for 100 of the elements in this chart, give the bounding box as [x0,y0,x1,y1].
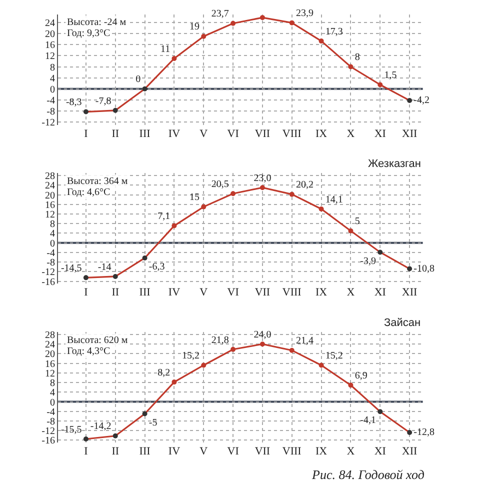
point [83,109,88,114]
point [378,82,383,88]
point [230,20,236,26]
y-tick-label: 24 [45,340,55,351]
point [230,346,236,352]
point [201,34,206,39]
x-tick-label: IV [168,128,180,140]
data-label: 23,9 [296,8,314,20]
data-label: 15,2 [325,350,343,362]
x-tick-label: III [139,128,151,140]
y-tick-label: 4 [50,228,55,240]
x-tick-label: VI [227,286,240,299]
x-tick-label: VII [254,286,270,299]
x-tick-label: XII [402,286,418,299]
x-tick-label: IV [168,446,180,458]
y-tick-label: 16 [45,40,55,52]
x-tick-label: VIII [282,286,302,299]
y-tick-label: -16 [42,436,55,447]
x-tick-label: XI [374,128,386,140]
data-label: 0 [136,74,141,86]
chart-title: Зайсан [384,317,421,329]
point [142,411,148,416]
y-tick-label: 0 [50,84,55,96]
y-tick-label: -8 [46,258,55,269]
x-tick-label: II [112,286,120,299]
data-label: 15,2 [182,350,200,362]
x-tick-label: IX [315,128,328,140]
y-tick-label: 20 [45,29,55,40]
y-tick-label: 8 [50,219,55,230]
point [112,108,118,113]
data-label: 21,8 [211,334,229,346]
data-label: -15,5 [60,424,82,436]
y-tick-label: 0 [50,397,55,408]
x-tick-label: I [84,446,88,458]
x-tick-label: IV [168,286,180,299]
x-tick-label: X [346,286,355,299]
data-label: 23,0 [254,172,272,184]
y-tick-label: 16 [45,200,55,211]
y-tick-label: -4 [46,248,55,259]
point [348,228,354,234]
data-label: -3,9 [360,256,376,267]
data-label: -8,3 [66,97,82,108]
data-label: 15 [190,192,200,204]
y-tick-label: -16 [42,276,55,288]
point [318,206,324,212]
data-label: 20,5 [211,178,229,190]
point [172,380,177,385]
x-tick-label: VIII [282,128,302,140]
annotation: Год: 4,3°C [67,346,110,357]
data-label: 21,4 [296,336,314,347]
y-tick-label: 12 [45,368,55,380]
y-tick-label: -8 [46,106,55,118]
y-tick-label: 4 [50,73,55,84]
point [289,192,294,197]
y-tick-label: -12 [42,267,55,278]
data-label: -14 [98,262,112,273]
data-label: 7,1 [158,211,170,222]
y-tick-label: 8 [50,378,55,390]
point [142,86,148,92]
data-label: 24,0 [254,329,272,340]
y-tick-label: 28 [45,330,55,341]
chart-title: Жезказган [368,158,421,170]
x-tick-label: XI [374,286,386,299]
y-tick-label: 16 [45,358,55,370]
data-label: -10,8 [414,263,435,274]
x-tick-label: IX [315,286,328,299]
y-tick-label: 28 [45,171,55,182]
y-tick-label: -4 [46,95,55,106]
x-tick-label: VII [254,446,270,458]
point [112,433,118,438]
data-label: 11 [160,44,170,55]
x-tick-label: XII [402,128,418,140]
point [83,275,88,280]
y-tick-label: -8 [46,416,55,428]
x-tick-label: X [346,128,355,140]
point [407,98,412,103]
data-label: 14,1 [325,194,343,206]
x-tick-label: XI [374,446,386,458]
point [348,64,354,70]
data-label: 6,9 [354,370,368,382]
data-label: 8,2 [158,367,170,378]
point [407,430,412,436]
point [348,382,354,388]
point [201,362,206,368]
y-tick-label: -4 [46,406,55,418]
x-tick-label: II [112,446,120,458]
x-tick-label: IX [315,446,328,458]
x-tick-label: I [84,286,88,299]
y-tick-label: 4 [50,388,55,399]
data-label: -14,2 [90,421,112,432]
data-label: 1,5 [384,70,397,82]
data-label: -12,8 [414,427,435,438]
data-label: -6,3 [148,262,165,273]
data-label: 17,3 [325,26,343,38]
y-tick-label: 20 [45,190,55,202]
point [407,266,412,272]
y-tick-label: 12 [45,51,55,62]
x-tick-label: VI [227,446,240,458]
x-tick-label: V [200,286,208,299]
data-label: -14,5 [60,263,82,274]
